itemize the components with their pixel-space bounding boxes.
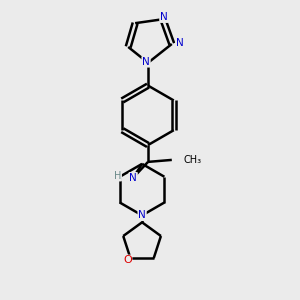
Text: N: N	[138, 210, 146, 220]
Text: N: N	[142, 57, 150, 67]
Text: N: N	[160, 12, 168, 22]
Text: N: N	[129, 173, 137, 183]
Text: H: H	[114, 171, 121, 181]
Text: N: N	[160, 12, 168, 22]
Text: N: N	[176, 38, 184, 48]
Text: N: N	[138, 210, 146, 220]
Text: N: N	[142, 57, 150, 67]
Text: H: H	[114, 171, 121, 181]
Text: O: O	[123, 255, 132, 265]
Text: CH₃: CH₃	[184, 155, 202, 165]
Text: N: N	[129, 173, 137, 183]
Text: N: N	[176, 38, 184, 48]
